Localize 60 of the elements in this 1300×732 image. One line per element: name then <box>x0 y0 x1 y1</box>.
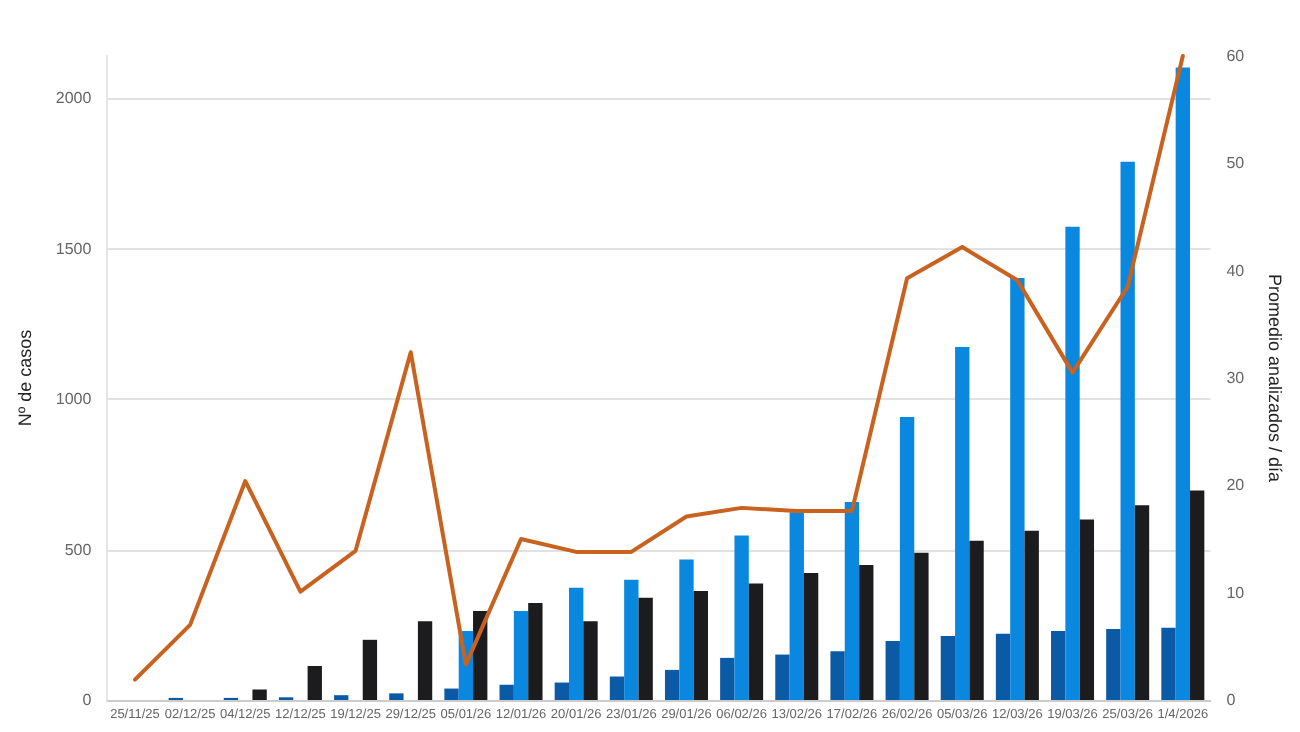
bar <box>362 639 378 700</box>
y-tick-label: 500 <box>64 540 93 559</box>
bar <box>252 689 267 700</box>
bar <box>720 657 735 700</box>
bar <box>389 693 404 700</box>
y2-tick-label: 10 <box>1226 583 1246 602</box>
bar <box>1134 505 1150 700</box>
bar <box>1120 161 1135 700</box>
bar <box>1106 628 1121 700</box>
bar <box>748 583 764 700</box>
bar <box>899 417 915 700</box>
bar <box>803 573 819 700</box>
bar <box>1065 226 1080 700</box>
bar <box>995 633 1011 700</box>
bar <box>499 684 514 700</box>
bar <box>844 501 860 700</box>
bar <box>830 651 845 700</box>
bar <box>969 540 984 700</box>
bar <box>940 635 956 700</box>
bar <box>1190 490 1205 700</box>
bar <box>417 621 433 700</box>
bar <box>914 552 929 700</box>
y-tick-label: 0 <box>82 691 93 709</box>
bar <box>775 654 790 700</box>
bar <box>1175 67 1190 700</box>
y-tick-label: 2000 <box>55 89 93 108</box>
bar <box>885 641 900 700</box>
y2-tick-label: 20 <box>1226 476 1246 495</box>
y-tick-label: 1500 <box>55 239 93 258</box>
bar <box>1079 519 1095 700</box>
bar <box>955 347 970 700</box>
y-axis-title: Nº de casos <box>15 328 35 427</box>
y2-tick-label: 0 <box>1226 691 1237 709</box>
bar <box>734 535 749 700</box>
y2-tick-label: 40 <box>1226 261 1246 280</box>
bar <box>679 559 694 700</box>
bar <box>624 579 639 700</box>
bar <box>569 587 584 700</box>
bar <box>307 665 322 700</box>
y2-tick-label: 60 <box>1226 47 1246 65</box>
bar <box>609 676 625 700</box>
bar <box>1010 278 1025 700</box>
y2-tick-label: 50 <box>1226 154 1246 173</box>
y2-tick-label: 30 <box>1226 369 1246 387</box>
bar <box>664 669 680 700</box>
bar <box>583 621 598 700</box>
y-tick-label: 1000 <box>55 390 93 409</box>
bar <box>789 512 804 700</box>
bar <box>1024 530 1039 700</box>
bar <box>513 610 529 700</box>
bar <box>528 603 543 700</box>
bar <box>554 682 569 700</box>
bar <box>1161 627 1176 700</box>
bar <box>693 591 708 700</box>
bar <box>638 597 653 700</box>
bar <box>859 564 874 700</box>
bar <box>1051 631 1066 700</box>
bar <box>444 688 459 700</box>
y2-axis-title: Promedio analizados / día <box>1265 273 1285 483</box>
line-series <box>132 54 1185 682</box>
